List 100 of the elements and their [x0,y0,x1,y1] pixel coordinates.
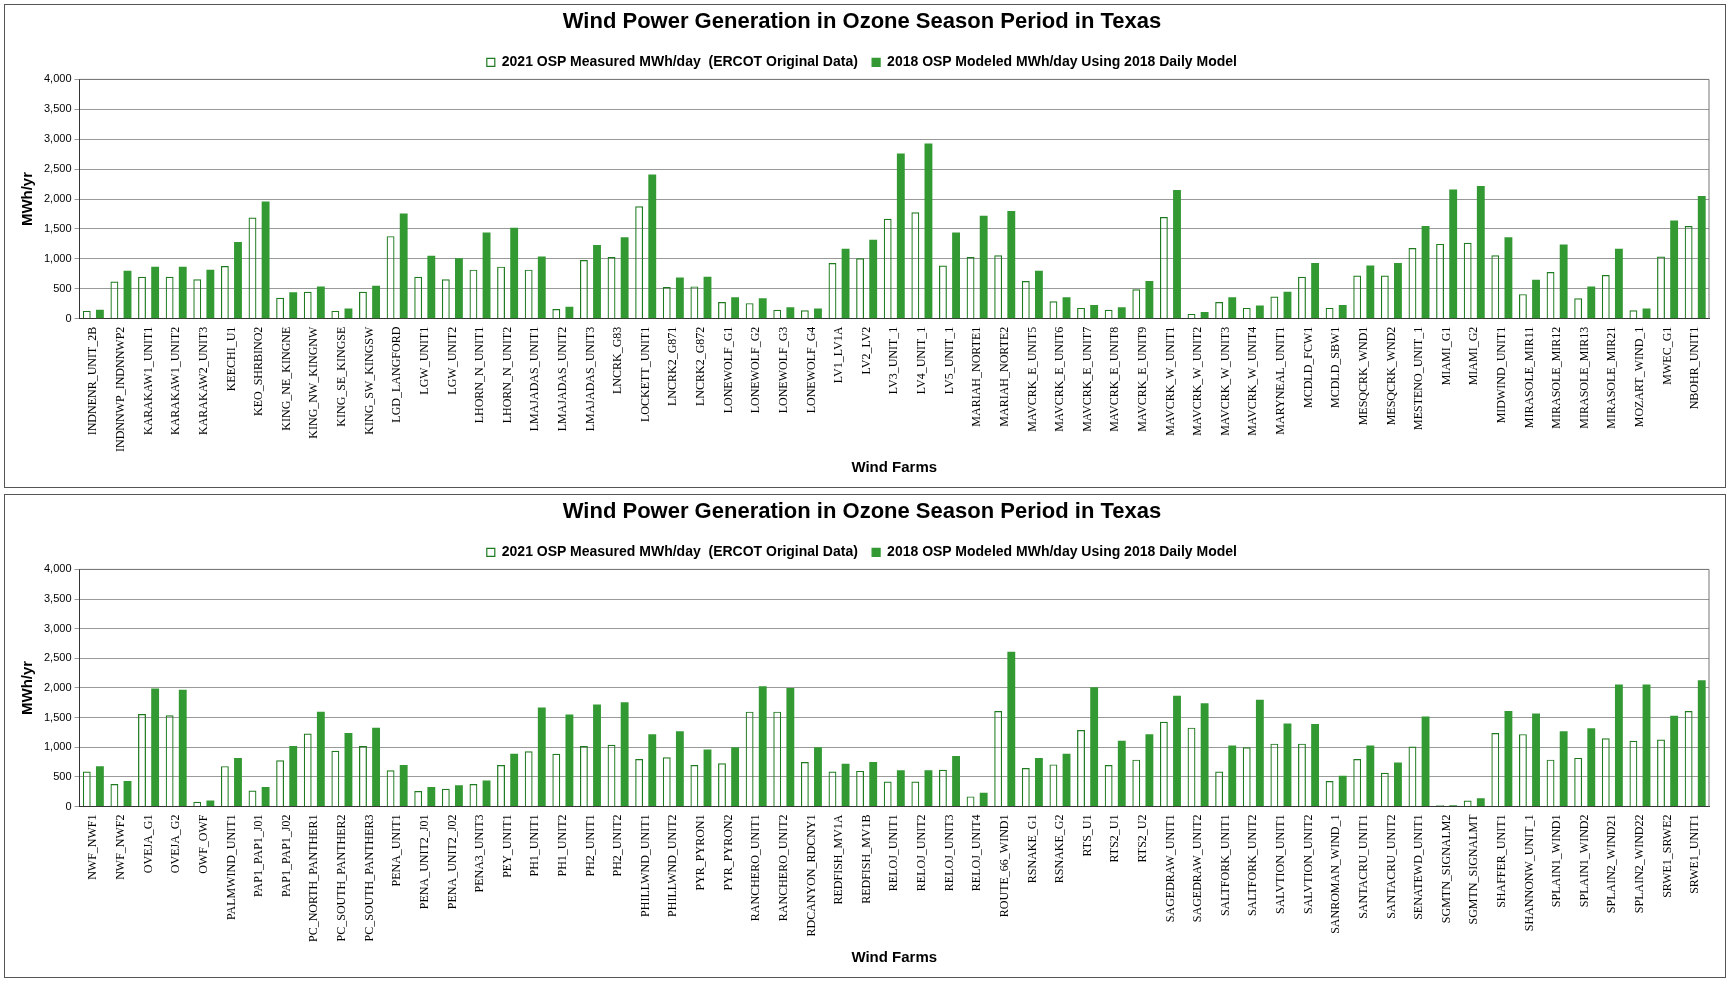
bar [1117,307,1126,319]
y-tick-label: 3,500 [44,592,72,605]
bar [178,266,187,319]
y-tick-label: 2,500 [44,162,72,175]
bar [1614,248,1623,319]
y-tick-label: 4,000 [44,72,72,85]
x-tick-label: LV5_UNIT_1 [941,326,956,395]
x-tick-label: LNCRK2_G871 [665,326,680,407]
x-tick-label: MOZART_WIND_1 [1632,326,1647,428]
x-tick-label: LMAJADAS_UNIT2 [555,326,569,432]
x-tick-label: MIAMI_G1 [1438,326,1453,386]
x-tick-label: MAVCRK_E_UNIT9 [1134,326,1149,432]
bar [1255,699,1264,806]
x-tick-label: MAVCRK_E_UNIT8 [1107,326,1122,432]
bar [510,227,519,319]
y-axis-title: MWh/yr [18,171,36,227]
bar [1228,297,1237,319]
bar [952,756,960,806]
bar [1504,711,1513,806]
x-tick-label: PEY_UNIT1 [499,814,514,878]
bar [1228,745,1237,806]
x-tick-label: LOCKETT_UNIT1 [637,326,652,423]
y-tick-label: 3,000 [44,621,72,634]
x-tick-label: PHILLWND_UNIT2 [665,814,680,917]
x-tick-label: PAP1_PAP1_J02 [278,814,293,897]
x-tick-label: PC_SOUTH_PANTHER2 [334,814,349,942]
bar [1532,279,1540,319]
x-tick-label: LV1_LV1A [831,326,846,384]
bar [537,256,546,319]
legend-label: 2021 OSP Measured MWh/day (ERCOT Original Data) [501,53,858,70]
x-tick-label: SGMTN_SIGNALMT [1466,813,1481,925]
x-tick-label: MIRASOLE_MIR13 [1576,326,1591,429]
y-tick-label: 2,500 [44,651,72,664]
x-tick-label: MCDLD_SBW1 [1328,326,1343,409]
bar [1697,680,1706,806]
bar [1587,728,1596,806]
bar [593,245,601,319]
x-tick-label: KING_SW_KINGSW [361,326,376,435]
x-tick-label: SALVTION_UNIT1 [1273,814,1288,915]
bar [1200,312,1209,319]
x-tick-label: SANTACRU_UNIT1 [1355,814,1370,919]
x-tick-label: SPLAIN2_WIND21 [1604,814,1619,914]
y-tick-label: 2,000 [44,192,72,205]
x-tick-label: LNCRK_G83 [610,326,625,395]
x-tick-label: SALTFORK_UNIT1 [1217,814,1232,917]
bar [924,770,933,806]
x-tick-label: RELOJ_UNIT3 [941,814,956,892]
x-tick-label: LONEWOLF_G4 [803,326,818,414]
bar [731,747,740,806]
bar [593,704,601,806]
x-tick-label: RTS2_U2 [1134,814,1149,863]
bar [979,792,988,806]
bar [758,298,767,319]
x-tick-label: LMAJADAS_UNIT3 [582,326,597,432]
x-tick-label: SANTACRU_UNIT2 [1383,814,1398,919]
bar [565,714,574,806]
x-tick-label: RELOJ_UNIT2 [914,814,929,892]
bar [234,242,242,319]
x-tick-label: LV2_LV2 [858,326,873,375]
x-tick-label: PHILLWND_UNIT1 [637,814,652,917]
y-axis-title: MWh/yr [18,660,36,716]
bar [455,258,463,319]
bar [648,734,657,806]
x-tick-label: MESQCRK_WND2 [1383,326,1398,426]
x-tick-label: KARAKAW2_UNIT3 [195,326,210,436]
y-tick-label: 1,500 [44,221,72,234]
x-tick-label: KING_NW_KINGNW [306,326,321,439]
y-tick-label: 1,500 [44,710,72,723]
x-tick-label: RTS_U1 [1079,814,1094,857]
x-tick-label: PYR_PYRON2 [720,814,735,891]
x-tick-label: SALVTION_UNIT2 [1300,814,1315,915]
bar [1034,757,1043,806]
x-tick-label: SGMTN_SIGNALM2 [1438,814,1453,924]
bar [648,174,657,319]
y-tick-label: 500 [53,281,72,294]
x-tick-label: SALTFORK_UNIT2 [1245,814,1260,917]
bar [1090,687,1099,806]
x-tick-label: LHORN_N_UNIT2 [499,326,514,424]
bar [1311,724,1320,806]
bar [206,800,215,806]
bar [1090,304,1099,319]
y-tick-label: 4,000 [44,562,72,575]
bar [1311,263,1320,319]
bar [814,747,822,806]
y-tick-label: 2,000 [44,680,72,693]
x-tick-label: PC_SOUTH_PANTHER3 [361,814,376,942]
x-tick-label: INDNENR_UNIT_2B [85,326,100,436]
y-tick-label: 3,500 [44,102,72,115]
x-tick-label: MAVCRK_W_UNIT4 [1245,326,1260,436]
x-tick-label: LGW_UNIT1 [416,326,431,395]
bar [316,711,325,806]
bar [758,686,767,806]
x-tick-label: PENA_UNIT2_J01 [416,814,431,910]
bar [869,239,878,319]
x-tick-label: SPLAIN1_WIND2 [1576,814,1591,908]
x-tick-label: MAVCRK_E_UNIT5 [1024,326,1039,432]
bar [1587,286,1596,319]
x-tick-label: MAVCRK_E_UNIT7 [1079,326,1094,432]
x-tick-label: OVEJA_G2 [168,814,183,874]
bar [952,232,960,319]
